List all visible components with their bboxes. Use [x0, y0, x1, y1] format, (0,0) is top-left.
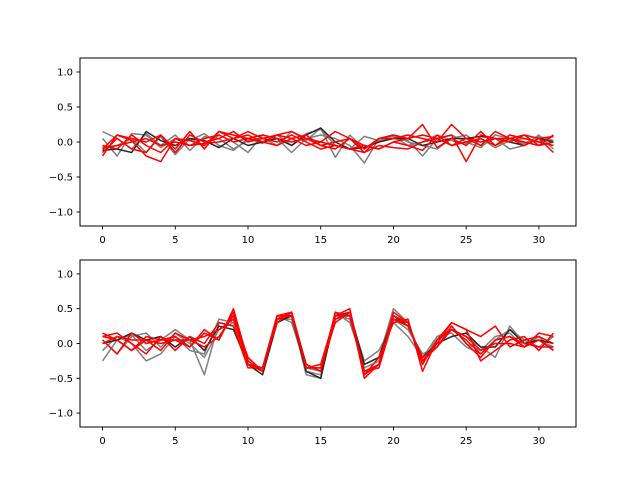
series-line-9	[102, 130, 554, 154]
series-line-9	[102, 311, 554, 373]
y-tick-label: −1.0	[49, 208, 73, 219]
chart-panel-1: 0 5 10 15 20 25 30 −1.0 −0.5 0.0 0.5 1.0	[49, 57, 577, 246]
y-tick-label: −0.5	[49, 374, 73, 385]
x-tick-label: 20	[387, 235, 400, 246]
y-tick-label: 0.5	[57, 103, 73, 114]
series-line-8	[102, 134, 554, 152]
y-tick-label: −1.0	[49, 409, 73, 420]
x-tick-label: 10	[242, 436, 255, 447]
x-tick-label: 15	[314, 235, 327, 246]
series-group	[101, 307, 555, 380]
x-tick-label: 30	[533, 436, 546, 447]
y-tick-label: 1.0	[57, 68, 73, 79]
chart-panel-2: 0 5 10 15 20 25 30 −1.0 −0.5 0.0 0.5 1.0	[49, 259, 577, 447]
y-tick-label: 0.0	[57, 138, 73, 149]
y-tick-label: 0.0	[57, 339, 73, 350]
y-tick-label: 0.5	[57, 304, 73, 315]
series-line-8	[102, 311, 554, 376]
x-tick-label: 20	[387, 436, 400, 447]
x-tick-label: 10	[242, 235, 255, 246]
x-tick-label: 25	[460, 436, 473, 447]
x-tick-label: 0	[99, 235, 105, 246]
x-tick-label: 0	[99, 436, 105, 447]
x-tick-label: 5	[172, 436, 178, 447]
series-group	[101, 123, 554, 164]
x-tick-label: 30	[533, 235, 546, 246]
x-tick-label: 15	[314, 436, 327, 447]
series-line-4	[102, 127, 554, 154]
y-tick-label: 1.0	[57, 269, 73, 280]
x-tick-label: 25	[460, 235, 473, 246]
x-tick-label: 5	[172, 235, 178, 246]
y-tick-label: −0.5	[49, 173, 73, 184]
series-line-6	[102, 123, 554, 154]
